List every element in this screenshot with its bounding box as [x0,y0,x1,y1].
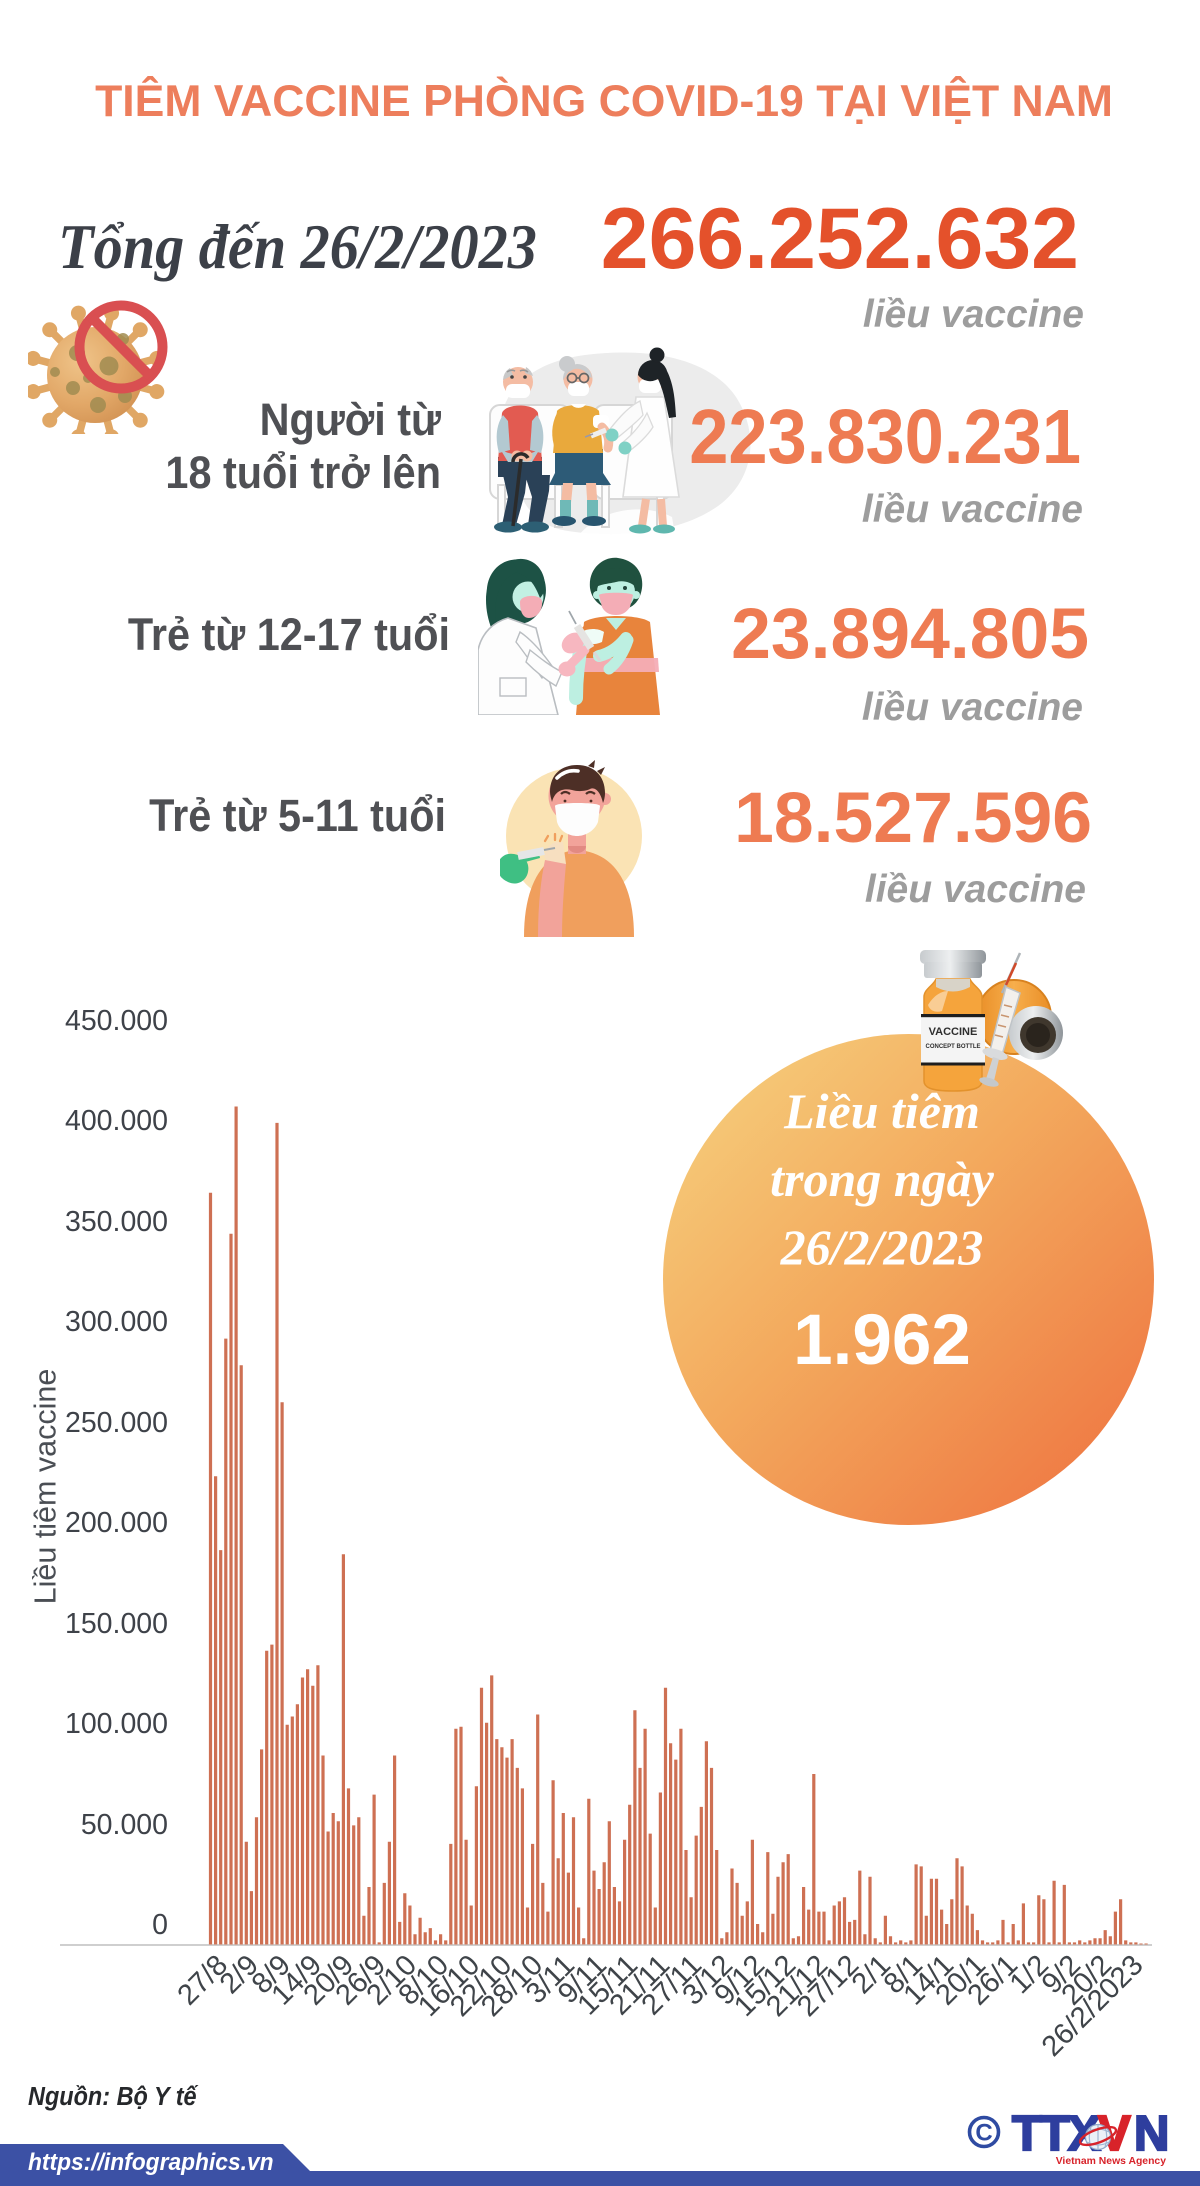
svg-text:Vietnam News Agency: Vietnam News Agency [1056,2156,1167,2167]
svg-text:TTX: TTX [1012,2108,1101,2161]
svg-text:CONCEPT BOTTLE: CONCEPT BOTTLE [926,1044,981,1050]
svg-text:C: C [975,2120,992,2147]
svg-text:N: N [1134,2108,1167,2161]
svg-text:VACCINE: VACCINE [929,1026,978,1038]
